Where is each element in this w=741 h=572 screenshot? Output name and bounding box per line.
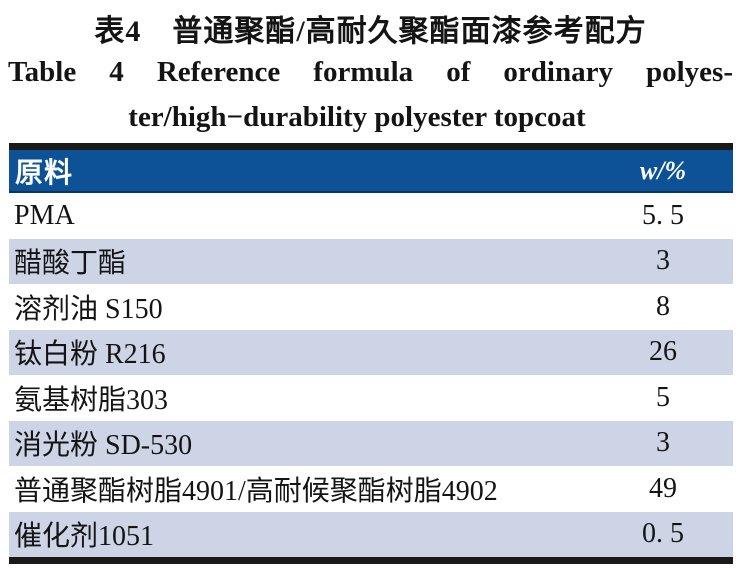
table-title-english-line1: Table 4 Reference formula of ordinary po… <box>8 56 733 88</box>
table-row: 消光粉 SD-530 3 <box>9 420 733 466</box>
value-cell: 26 <box>649 336 677 368</box>
formula-table: 原料 w/% PMA 5. 5 醋酸丁酯 3 溶剂油 S150 8 钛白粉 R2… <box>9 143 733 564</box>
material-cell: 普通聚酯树脂4901/高耐候聚酯树脂4902 <box>14 475 498 507</box>
table-row: 钛白粉 R216 26 <box>9 329 733 375</box>
material-cell: 消光粉 SD-530 <box>14 430 193 462</box>
table-row: 溶剂油 S150 8 <box>9 284 733 330</box>
table-row: 普通聚酯树脂4901/高耐候聚酯树脂4902 49 <box>9 466 733 512</box>
material-cell: PMA <box>14 199 75 231</box>
value-cell: 5 <box>656 381 670 413</box>
table-title-english-line2: ter/high−durability polyester topcoat <box>128 101 586 133</box>
value-cell: 49 <box>649 472 677 504</box>
value-cell: 8 <box>656 290 670 322</box>
table-header-row: 原料 w/% <box>9 150 733 193</box>
table-title-chinese: 表4 普通聚酯/高耐久聚酯面漆参考配方 <box>94 15 647 48</box>
table-row: 氨基树脂303 5 <box>9 375 733 421</box>
material-cell: 钛白粉 R216 <box>14 339 166 371</box>
value-cell: 3 <box>656 427 670 459</box>
material-cell: 氨基树脂303 <box>14 384 169 416</box>
material-cell: 催化剂1051 <box>14 521 155 553</box>
table-row: 醋酸丁酯 3 <box>9 238 733 284</box>
table-row: 催化剂1051 0. 5 <box>9 511 733 557</box>
value-cell: 3 <box>656 245 670 277</box>
column-header-mass-fraction: w/% <box>639 155 687 185</box>
material-cell: 醋酸丁酯 <box>14 248 127 280</box>
table-row: PMA 5. 5 <box>9 193 733 239</box>
material-cell: 溶剂油 S150 <box>14 293 163 325</box>
column-header-material: 原料 <box>15 157 74 189</box>
value-cell: 0. 5 <box>642 518 684 550</box>
value-cell: 5. 5 <box>642 199 684 231</box>
